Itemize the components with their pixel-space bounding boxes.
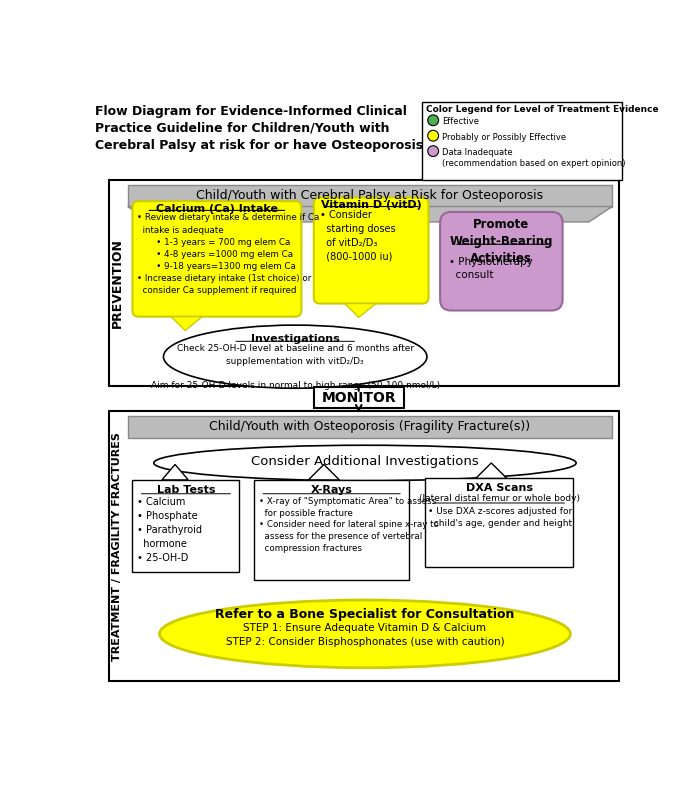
Bar	[109, 180, 619, 386]
Circle shape	[428, 130, 439, 141]
Text: TREATMENT / FRAGILITY FRACTURES: TREATMENT / FRAGILITY FRACTURES	[112, 432, 122, 660]
FancyBboxPatch shape	[314, 198, 428, 304]
Circle shape	[428, 146, 439, 156]
Bar	[109, 411, 619, 681]
Text: Vitamin D (vitD): Vitamin D (vitD)	[321, 200, 421, 211]
Bar	[314, 387, 404, 407]
Ellipse shape	[154, 446, 576, 480]
Polygon shape	[345, 304, 376, 318]
Text: (lateral distal femur or whole body): (lateral distal femur or whole body)	[419, 494, 580, 503]
Text: PREVENTION: PREVENTION	[111, 238, 123, 328]
Text: MONITOR: MONITOR	[321, 390, 396, 404]
Polygon shape	[476, 463, 507, 479]
Text: STEP 2: Consider Bisphosphonates (use with caution): STEP 2: Consider Bisphosphonates (use wi…	[225, 637, 504, 647]
Text: Refer to a Bone Specialist for Consultation: Refer to a Bone Specialist for Consultat…	[216, 608, 514, 620]
Bar	[254, 480, 409, 580]
Text: • Use DXA z-scores adjusted for
  child's age, gender and height: • Use DXA z-scores adjusted for child's …	[428, 507, 573, 527]
Polygon shape	[162, 464, 188, 480]
Text: DXA Scans: DXA Scans	[466, 483, 533, 493]
Polygon shape	[172, 317, 202, 330]
Text: Data Inadequate
(recommendation based on expert opinion): Data Inadequate (recommendation based on…	[442, 148, 626, 168]
Bar	[132, 480, 239, 573]
Text: Lab Tests: Lab Tests	[157, 484, 215, 495]
Text: • X-ray of "Symptomatic Area" to assess
  for possible fracture
• Consider need : • X-ray of "Symptomatic Area" to assess …	[259, 497, 439, 553]
Text: • Physiotherapy
  consult: • Physiotherapy consult	[449, 257, 533, 279]
Text: Child/Youth with Cerebral Palsy at Risk for Osteoporosis: Child/Youth with Cerebral Palsy at Risk …	[197, 190, 543, 202]
Text: • Review dietary intake & determine if Ca
  intake is adequate
       • 1-3 year: • Review dietary intake & determine if C…	[137, 214, 319, 296]
Text: Check 25-OH-D level at baseline and 6 months after
supplementation with vitD₂/D₃: Check 25-OH-D level at baseline and 6 mo…	[150, 344, 440, 390]
Text: Investigations: Investigations	[251, 334, 340, 343]
Circle shape	[428, 115, 439, 126]
Polygon shape	[309, 464, 340, 480]
Text: Effective: Effective	[442, 117, 480, 126]
Text: Color Legend for Level of Treatment Evidence: Color Legend for Level of Treatment Evid…	[426, 105, 659, 114]
Text: Promote
Weight-Bearing
Activities: Promote Weight-Bearing Activities	[449, 218, 553, 265]
Polygon shape	[128, 185, 612, 207]
Polygon shape	[128, 416, 612, 437]
Text: STEP 1: Ensure Adequate Vitamin D & Calcium: STEP 1: Ensure Adequate Vitamin D & Calc…	[244, 623, 486, 633]
Text: • Calcium
• Phosphate
• Parathyroid
  hormone
• 25-OH-D: • Calcium • Phosphate • Parathyroid horm…	[137, 497, 202, 563]
Text: X-Rays: X-Rays	[311, 484, 353, 495]
Text: • Consider
  starting doses
  of vitD₂/D₃
  (800-1000 iu): • Consider starting doses of vitD₂/D₃ (8…	[320, 210, 396, 262]
Polygon shape	[128, 207, 612, 222]
Text: Consider Additional Investigations: Consider Additional Investigations	[251, 455, 479, 468]
Bar	[422, 102, 622, 181]
Text: Flow Diagram for Evidence-Informed Clinical
Practice Guideline for Children/Yout: Flow Diagram for Evidence-Informed Clini…	[95, 105, 423, 152]
FancyBboxPatch shape	[132, 201, 302, 317]
Ellipse shape	[160, 600, 570, 667]
Ellipse shape	[164, 325, 427, 388]
Text: Child/Youth with Osteoporosis (Fragility Fracture(s)): Child/Youth with Osteoporosis (Fragility…	[209, 420, 531, 433]
Bar	[425, 479, 573, 567]
Text: Probably or Possibly Effective: Probably or Possibly Effective	[442, 133, 566, 142]
Text: Calcium (Ca) Intake: Calcium (Ca) Intake	[156, 204, 278, 214]
FancyBboxPatch shape	[440, 212, 563, 310]
